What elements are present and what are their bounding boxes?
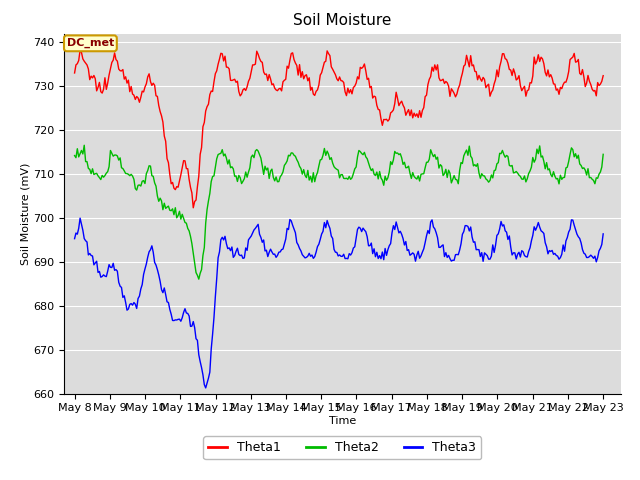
Theta1 xyxy=(451,90,458,96)
Theta1 xyxy=(529,73,536,79)
Theta2 xyxy=(529,155,536,160)
Theta3 xyxy=(90,262,98,268)
Line: Theta3: Theta3 xyxy=(75,218,603,388)
Theta1 xyxy=(107,66,115,72)
Text: DC_met: DC_met xyxy=(67,38,114,48)
Theta2 xyxy=(71,153,79,158)
Theta2 xyxy=(107,148,115,154)
Theta2 xyxy=(346,174,353,180)
Theta2 xyxy=(599,152,607,157)
Theta3 xyxy=(202,385,209,391)
Theta1 xyxy=(71,70,79,76)
X-axis label: Time: Time xyxy=(329,416,356,426)
Theta2 xyxy=(195,276,203,282)
Line: Theta1: Theta1 xyxy=(75,50,603,208)
Theta3 xyxy=(599,231,607,237)
Theta3 xyxy=(451,257,458,263)
Theta1 xyxy=(599,73,607,79)
Theta2 xyxy=(598,164,605,170)
Theta2 xyxy=(90,172,98,178)
Theta2 xyxy=(81,143,88,148)
Theta3 xyxy=(71,236,79,241)
Theta3 xyxy=(529,232,536,238)
Theta1 xyxy=(76,47,84,53)
Theta1 xyxy=(90,72,98,78)
Theta3 xyxy=(107,264,115,270)
Theta2 xyxy=(451,173,458,179)
Theta3 xyxy=(346,251,353,256)
Theta1 xyxy=(189,205,197,211)
Title: Soil Moisture: Soil Moisture xyxy=(293,13,392,28)
Line: Theta2: Theta2 xyxy=(75,145,603,279)
Theta3 xyxy=(598,241,605,247)
Theta1 xyxy=(346,90,353,96)
Legend: Theta1, Theta2, Theta3: Theta1, Theta2, Theta3 xyxy=(204,436,481,459)
Theta3 xyxy=(76,215,84,221)
Theta1 xyxy=(598,78,605,84)
Y-axis label: Soil Moisture (mV): Soil Moisture (mV) xyxy=(20,162,30,265)
